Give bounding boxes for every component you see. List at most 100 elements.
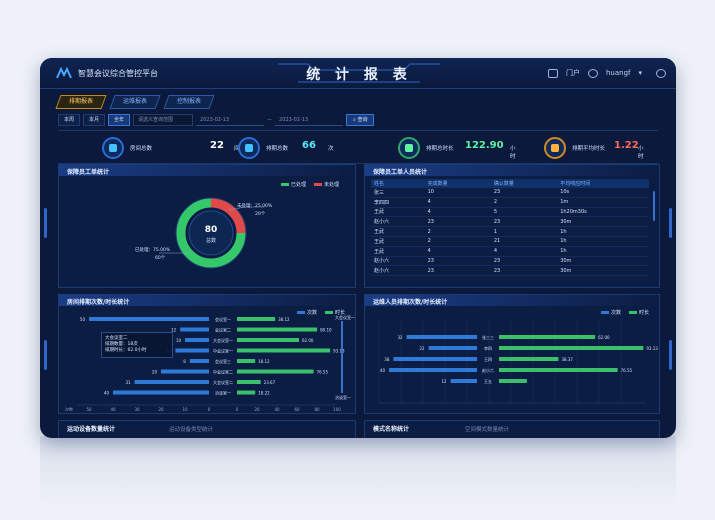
table-cell: 30m (557, 265, 649, 277)
portal-link[interactable]: 门户 (565, 69, 580, 77)
duration-bar[interactable] (237, 348, 331, 353)
brand-name: 智慧会议综合管控平台 (78, 69, 158, 78)
duration-bar[interactable] (499, 357, 559, 361)
table-cell: 23 (490, 256, 558, 267)
duration-bar[interactable] (499, 346, 644, 350)
kpi-label: 排期总数 (266, 146, 289, 152)
count-bar[interactable] (175, 348, 209, 353)
table-row[interactable]: 张三 10 23 10s (371, 188, 649, 198)
hourglass-icon (544, 137, 566, 159)
kpi-bar: 房间总数 22 间 排期总数 66 次 排期总时长 122.90 小时 排期平均… (58, 130, 658, 164)
count-bar[interactable] (428, 346, 477, 350)
report-tabs: 排期报表 运维报表 控制报表 (55, 95, 215, 109)
duration-bar[interactable] (237, 338, 299, 342)
duration-bar[interactable] (237, 390, 256, 395)
count-bar[interactable] (406, 335, 477, 339)
count-label: 31 (126, 380, 132, 385)
duration-bar[interactable] (499, 379, 527, 383)
count-bar[interactable] (389, 368, 477, 372)
column-header: 完成数量 (424, 179, 491, 188)
kpi-label: 房间总数 (130, 146, 153, 152)
panel-subtitle: 运动设备类型统计 (169, 427, 214, 433)
duration-bar[interactable] (237, 327, 318, 332)
count-bar[interactable] (161, 369, 209, 374)
duration-bar[interactable] (499, 368, 618, 372)
tooltip-title: 大会议室二 (105, 336, 128, 341)
x-tick-label: 10 (182, 407, 188, 411)
donut-center-label: 总数 (205, 238, 216, 244)
duration-bar[interactable] (237, 359, 256, 363)
chevron-down-icon[interactable]: ▾ (638, 69, 642, 77)
donut-label-pending: 未处理：25.00% (237, 204, 273, 209)
table-scrollbar[interactable] (653, 191, 655, 221)
count-label: 40 (380, 368, 386, 373)
table-row[interactable]: 赵小六 23 23 30m (371, 216, 649, 228)
count-bar[interactable] (393, 357, 477, 361)
search-icon: ⌕ (353, 117, 358, 123)
table-cell: 30m (557, 216, 649, 228)
count-bar[interactable] (185, 338, 209, 342)
table-row[interactable]: 王武 2 21 1h (371, 236, 649, 247)
table-cell: 21 (490, 236, 558, 247)
legend-item[interactable]: 时长 (629, 309, 649, 316)
table-row[interactable]: 王武 4 5 1h20m30s (371, 207, 649, 218)
table-row[interactable]: 赵小六 23 23 30m (371, 256, 649, 267)
date-separator: — (267, 117, 273, 123)
period-year-button[interactable]: 全年 (108, 114, 131, 126)
count-bar[interactable] (89, 317, 209, 321)
kpi-unit: 小时 (510, 146, 516, 160)
count-bar[interactable] (134, 380, 209, 384)
query-button[interactable]: ⌕ 查询 (346, 114, 375, 126)
range-select[interactable]: 请选义查询范围 (133, 114, 194, 126)
period-month-button[interactable]: 本月 (83, 114, 106, 126)
table-row[interactable]: 王武 4 4 1h (371, 246, 649, 257)
x-tick-label: 0 (208, 407, 211, 411)
legend-item[interactable]: 次数 (601, 309, 621, 316)
legend-item[interactable]: 已处理 (281, 181, 306, 188)
username[interactable]: huangf (605, 69, 631, 77)
count-bar[interactable] (450, 379, 477, 383)
tab-control-report[interactable]: 控制报表 (163, 95, 215, 109)
legend-item[interactable]: 时长 (325, 309, 345, 316)
tab-ops-report[interactable]: 运维报表 (109, 95, 161, 109)
monitor-icon[interactable] (547, 68, 558, 78)
table-cell: 10s (557, 188, 649, 198)
count-label: 12 (442, 379, 448, 384)
table-row[interactable]: 赵小六 23 23 30m (371, 265, 649, 277)
axis-label-left: 次数 (65, 406, 73, 411)
table-row[interactable]: 李四四 4 2 1m (371, 197, 649, 208)
count-bar[interactable] (113, 390, 209, 395)
settings-icon[interactable] (656, 68, 666, 78)
duration-bar[interactable] (237, 380, 261, 384)
kpi-unit: 小时 (638, 146, 644, 160)
legend-item[interactable]: 未处理 (314, 181, 339, 188)
date-start-field[interactable]: 2023-02-13 (196, 115, 265, 126)
table-cell: 王武 (371, 236, 425, 247)
table-cell: 王武 (371, 207, 425, 218)
date-end-field[interactable]: 2023-02-13 (275, 115, 344, 126)
table-cell: 赵小六 (371, 216, 425, 228)
duration-bar[interactable] (237, 317, 276, 321)
period-week-button[interactable]: 本周 (58, 114, 81, 126)
donut-slice-done[interactable] (176, 198, 246, 268)
donut-outer-ring (175, 197, 247, 269)
table-row[interactable]: 王武 2 1 1h (371, 226, 649, 237)
count-bar[interactable] (180, 327, 209, 332)
side-accent (669, 208, 672, 238)
table-cell: 23 (424, 265, 491, 277)
page-title: 统 计 报 表 (306, 67, 412, 83)
donut-slice-pending[interactable] (210, 198, 246, 234)
side-accent (44, 208, 47, 238)
donut-chart (159, 197, 264, 269)
table-cell: 1h (557, 226, 649, 237)
count-label: 12 (171, 328, 177, 333)
chart-tooltip: 大会议室二 排期数量：18次 排期时长：62.0小时 (101, 332, 173, 358)
zoom-slider[interactable] (341, 321, 343, 393)
count-bar[interactable] (189, 359, 209, 363)
duration-label: 18.12 (258, 359, 270, 364)
duration-bar[interactable] (499, 335, 596, 339)
mode-name-panel: 模式名称统计 空间模式数量统计 (364, 420, 660, 438)
tab-schedule-report[interactable]: 排期报表 (55, 95, 107, 109)
duration-bar[interactable] (237, 369, 314, 374)
legend-item[interactable]: 次数 (297, 309, 317, 316)
